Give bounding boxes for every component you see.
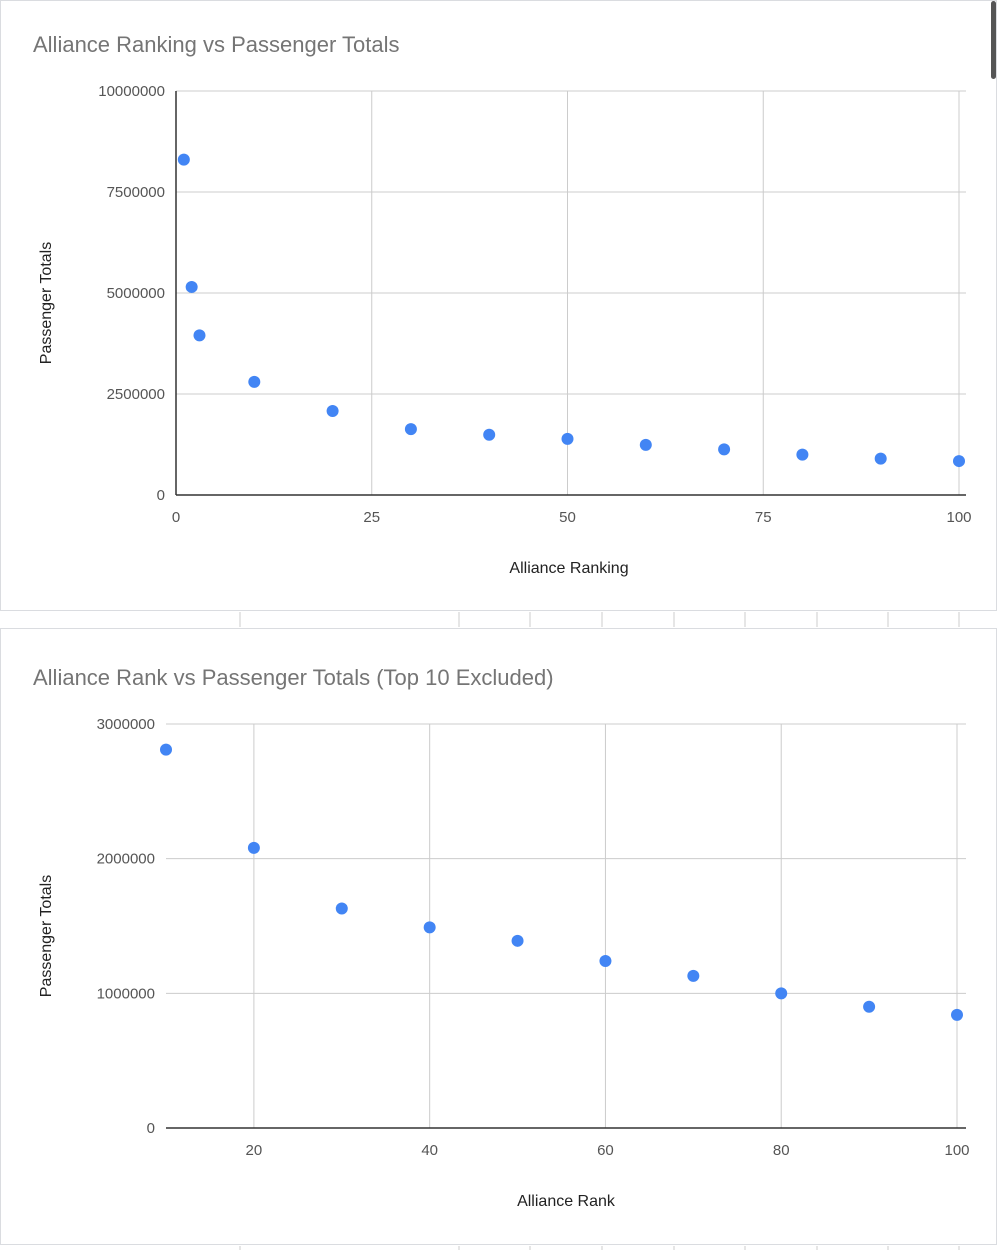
data-point [599, 955, 612, 968]
y-axis-title: Passenger Totals [38, 875, 55, 997]
x-tick-label: 20 [246, 1142, 263, 1159]
x-tick-label: 0 [172, 509, 180, 526]
y-tick-label: 2500000 [107, 386, 165, 403]
y-tick-label: 5000000 [107, 285, 165, 302]
data-point [335, 902, 348, 915]
y-tick-label: 10000000 [98, 83, 165, 100]
chart-title-ranking: Alliance Ranking vs Passenger Totals [33, 32, 400, 57]
y-axis-title: Passenger Totals [38, 242, 55, 364]
chart-card-top10-excluded [0, 628, 997, 1245]
scrollbar-thumb[interactable] [991, 1, 996, 79]
data-point [483, 428, 496, 441]
data-point [404, 423, 417, 436]
y-tick-label: 0 [147, 1120, 155, 1137]
y-tick-label: 3000000 [97, 716, 155, 733]
y-tick-label: 0 [157, 487, 165, 504]
data-point [326, 404, 339, 417]
data-point [247, 841, 260, 854]
chart-title-top10-excluded: Alliance Rank vs Passenger Totals (Top 1… [33, 665, 554, 690]
data-point [248, 375, 261, 388]
data-point [874, 452, 887, 465]
data-point [687, 969, 700, 982]
x-tick-label: 50 [559, 509, 576, 526]
data-point [423, 921, 436, 934]
data-point [863, 1000, 876, 1013]
y-tick-label: 7500000 [107, 184, 165, 201]
data-point [639, 438, 652, 451]
data-point [177, 153, 190, 166]
x-tick-label: 100 [946, 509, 971, 526]
y-tick-label: 1000000 [97, 985, 155, 1002]
data-point [193, 329, 206, 342]
data-point [951, 1008, 963, 1021]
data-point [775, 987, 788, 1000]
data-point [718, 443, 731, 456]
chart-card-ranking [0, 0, 997, 611]
x-tick-label: 75 [755, 509, 772, 526]
data-point [511, 934, 524, 947]
y-tick-label: 2000000 [97, 851, 155, 868]
x-axis-title: Alliance Rank [517, 1193, 616, 1210]
x-tick-label: 60 [597, 1142, 614, 1159]
x-tick-label: 40 [421, 1142, 438, 1159]
data-point [160, 743, 172, 756]
x-tick-label: 25 [363, 509, 380, 526]
x-tick-label: 80 [773, 1142, 790, 1159]
data-point [561, 432, 574, 445]
data-point [185, 280, 198, 293]
data-point [953, 455, 965, 468]
x-axis-title: Alliance Ranking [509, 560, 628, 577]
data-point [796, 448, 809, 461]
x-tick-label: 100 [944, 1142, 969, 1159]
